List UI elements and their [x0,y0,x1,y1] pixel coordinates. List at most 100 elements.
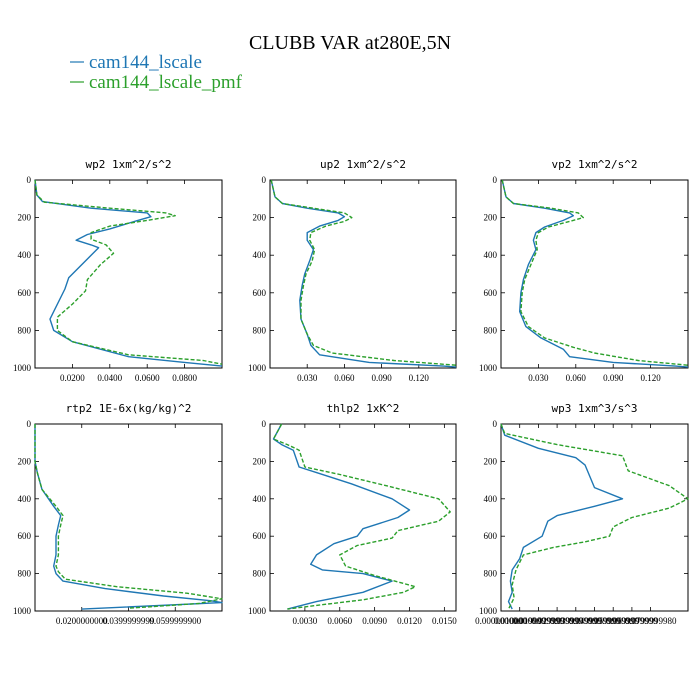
x-tick-label: 0.0499999999 [569,616,621,626]
y-tick-label: 600 [18,531,32,541]
y-tick-label: 0 [262,419,267,429]
panel-title: thlp2 1xK^2 [327,402,400,415]
legend-label-lscale-pmf: cam144_lscale_pmf [89,72,243,93]
x-tick-label: 0.0399999999 [550,616,602,626]
y-tick-label: 600 [484,288,498,298]
y-tick-label: 400 [18,250,32,260]
y-tick-label: 800 [484,569,498,579]
y-tick-label: 600 [253,288,267,298]
x-tick-label: 0.0030 [293,616,318,626]
y-tick-label: 1000 [13,606,32,616]
x-tick-label: 0.0799999980 [625,616,677,626]
x-tick-label: 0.120 [640,373,661,383]
y-tick-label: 200 [484,213,498,223]
x-tick-label: 0.060 [334,373,355,383]
y-tick-label: 400 [253,250,267,260]
panel-title: wp3 1xm^3/s^3 [551,402,637,415]
y-tick-label: 1000 [479,606,498,616]
y-tick-label: 600 [253,531,267,541]
x-tick-label: 0.0299999999 [531,616,583,626]
y-tick-label: 800 [18,325,32,335]
x-tick-label: 0.0599999900 [149,616,201,626]
panel-frame [500,423,689,612]
panel-6: wp3 1xm^3/s^3 0 200 400 600 800 10000.00000000… [475,402,689,626]
y-tick-label: 800 [253,569,267,579]
legend: cam144_lscale cam144_lscale_pmf [70,52,243,93]
series-line-lscale [34,424,223,610]
series-line-lscale [34,179,223,367]
x-tick-label: 0.0150 [432,616,457,626]
panel-title: rtp2 1E-6x(kg/kg)^2 [66,402,192,415]
x-tick-label: 0.0399999999 [103,616,155,626]
y-tick-label: 800 [484,325,498,335]
series-line-lscale [272,423,411,610]
series-line-lscale-pmf [501,179,689,366]
x-tick-label: 0.060 [566,373,587,383]
y-tick-label: 400 [18,494,32,504]
x-tick-label: 0.090 [603,373,624,383]
y-tick-label: 1000 [248,606,267,616]
panel-frame [269,179,457,369]
x-tick-label: 0.0699999999 [606,616,658,626]
y-tick-label: 0 [493,175,498,185]
panel-title: up2 1xm^2/s^2 [320,158,406,171]
x-tick-label: 0.090 [371,373,392,383]
y-tick-label: 0 [493,419,498,429]
y-tick-label: 0 [27,419,32,429]
y-tick-label: 200 [18,213,32,223]
x-tick-label: 0.0120 [397,616,422,626]
y-tick-label: 200 [484,456,498,466]
y-tick-label: 800 [253,325,267,335]
series-line-lscale [500,423,624,610]
x-tick-label: 0.030 [297,373,318,383]
x-tick-label: 0.0599999999 [587,616,639,626]
x-tick-label: 0.0060 [327,616,352,626]
y-tick-label: 200 [253,213,267,223]
x-tick-label: 0.0199999999 [513,616,565,626]
x-tick-label: 0.030 [528,373,549,383]
x-tick-label: 0.0800 [172,373,197,383]
figure-title: CLUBB VAR at280E,5N [249,32,451,54]
series-line-lscale-pmf [34,424,223,609]
series-line-lscale [501,179,689,368]
y-tick-label: 600 [18,288,32,298]
series-line-lscale-pmf [34,179,223,365]
x-tick-label: 0.120 [409,373,430,383]
panel-2: up2 1xm^2/s^2 0 200 400 600 800 1000 0.030 0.060… [248,158,457,383]
y-tick-label: 0 [262,175,267,185]
panel-3: vp2 1xm^2/s^2 0 200 400 600 800 1000 0.030 0.060… [479,158,689,383]
legend-label-lscale: cam144_lscale [89,52,202,73]
y-tick-label: 200 [253,456,267,466]
panel-5: thlp2 1xK^2 0 200 400 600 800 1000 0.0030 0.0060… [248,402,457,626]
x-tick-label: 0.0200 [60,373,85,383]
panel-title: wp2 1xm^2/s^2 [85,158,171,171]
y-tick-label: 1000 [13,363,32,373]
y-tick-label: 1000 [479,363,498,373]
y-tick-label: 400 [484,250,498,260]
y-tick-label: 800 [18,569,32,579]
x-tick-label: 0.0400 [97,373,122,383]
y-tick-label: 1000 [248,363,267,373]
x-tick-label: 0.0200000000 [56,616,108,626]
panel-4: rtp2 1E-6x(kg/kg)^2 0 200 400 600 800 1000 0.02… [13,402,223,626]
panel-frame [500,179,689,369]
series-line-lscale [270,179,457,368]
x-tick-label: 0.0100000000 [494,616,546,626]
y-tick-label: 400 [253,494,267,504]
panel-frame [34,423,223,612]
x-tick-label: 0.0000000000 [475,616,527,626]
series-line-lscale-pmf [270,179,457,366]
panels: wp2 1xm^2/s^2 0 200 400 600 800 1000 0.0200 0.04… [13,158,689,626]
panel-frame [269,423,457,612]
series-line-lscale-pmf [500,423,689,610]
panel-frame [34,179,223,369]
panel-1: wp2 1xm^2/s^2 0 200 400 600 800 1000 0.0200 0.04… [13,158,223,383]
y-tick-label: 200 [18,456,32,466]
series-line-lscale-pmf [272,423,451,610]
y-tick-label: 0 [27,175,32,185]
y-tick-label: 400 [484,494,498,504]
y-tick-label: 600 [484,531,498,541]
x-tick-label: 0.0090 [362,616,387,626]
panel-title: vp2 1xm^2/s^2 [551,158,637,171]
